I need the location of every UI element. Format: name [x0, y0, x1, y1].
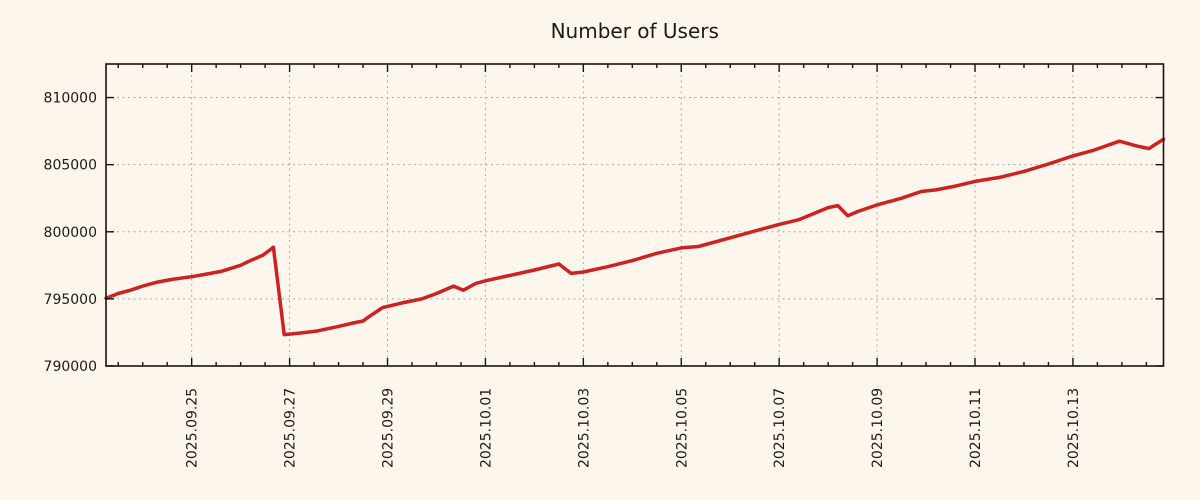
x-tick-label: 2025.10.11: [968, 388, 984, 468]
y-tick-label: 790000: [44, 359, 97, 375]
grid: [106, 64, 1164, 367]
x-tick-label: 2025.09.29: [381, 388, 397, 468]
y-tick-label: 805000: [44, 158, 97, 174]
plot-border: [105, 63, 1165, 367]
x-tick-label: 2025.09.25: [185, 388, 201, 468]
axis-ticks: [106, 64, 1164, 367]
x-tick-label: 2025.10.05: [674, 388, 690, 468]
y-tick-label: 795000: [44, 292, 97, 308]
chart-title: Number of Users: [551, 19, 719, 43]
data-line-users: [104, 137, 1166, 337]
x-tick-label: 2025.10.01: [478, 388, 494, 468]
y-tick-label: 800000: [44, 225, 97, 241]
data-series: [104, 137, 1166, 337]
x-tick-label: 2025.10.07: [772, 388, 788, 468]
y-tick-label: 810000: [44, 91, 97, 107]
x-tick-label: 2025.10.13: [1066, 388, 1082, 468]
x-tick-label: 2025.10.09: [870, 388, 886, 468]
axis-labels: 2025.09.25 2025.09.27 2025.09.29 2025.10.01…: [44, 91, 1082, 468]
x-tick-label: 2025.09.27: [283, 388, 299, 468]
x-tick-label: 2025.10.03: [576, 388, 592, 468]
